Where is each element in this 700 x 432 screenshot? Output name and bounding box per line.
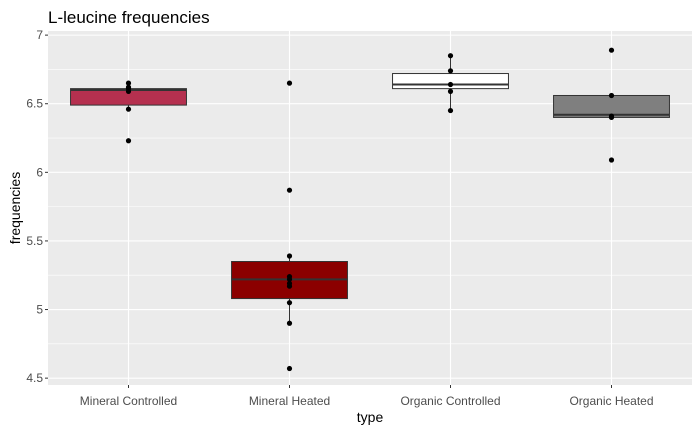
data-point xyxy=(286,280,293,287)
data-point xyxy=(125,84,132,90)
box-group xyxy=(231,80,348,372)
data-point xyxy=(447,88,454,94)
data-point xyxy=(125,80,132,86)
y-tick-label: 6.5 xyxy=(26,97,43,111)
data-point xyxy=(286,80,293,86)
x-axis-title: type xyxy=(357,409,384,425)
data-point xyxy=(286,320,293,326)
data-point xyxy=(286,300,293,306)
x-tick-label: Organic Controlled xyxy=(400,394,500,408)
y-tick-label: 5 xyxy=(36,303,43,317)
data-point xyxy=(286,187,293,193)
data-point xyxy=(608,92,615,99)
chart-title: L-leucine frequencies xyxy=(48,8,210,27)
x-tick-label: Organic Heated xyxy=(569,394,653,408)
plot-panel xyxy=(48,31,692,385)
x-tick-label: Mineral Controlled xyxy=(80,394,177,408)
y-tick-label: 7 xyxy=(36,28,43,42)
data-point xyxy=(286,274,293,280)
data-point xyxy=(608,47,615,53)
y-tick-label: 6 xyxy=(36,165,43,179)
data-point xyxy=(447,68,454,74)
data-point xyxy=(286,253,293,259)
y-axis-title: frequencies xyxy=(7,172,23,244)
box-group xyxy=(553,47,670,163)
data-point xyxy=(608,113,615,119)
data-point xyxy=(125,106,132,112)
box-group xyxy=(70,80,187,144)
y-tick-label: 4.5 xyxy=(26,371,43,385)
data-point xyxy=(125,138,132,144)
data-point xyxy=(447,107,454,114)
x-axis-ticks: Mineral Controlled Mineral Heated Organic … xyxy=(80,385,654,408)
box-group xyxy=(392,53,509,114)
x-tick-label: Mineral Heated xyxy=(249,394,330,408)
y-axis-ticks: 4.5 5 5.5 6 6.5 7 xyxy=(26,28,48,385)
data-point xyxy=(447,53,454,59)
data-point xyxy=(608,157,615,163)
y-tick-label: 5.5 xyxy=(26,234,43,248)
box-series xyxy=(70,47,670,372)
data-point xyxy=(447,81,454,88)
data-point xyxy=(286,365,293,372)
